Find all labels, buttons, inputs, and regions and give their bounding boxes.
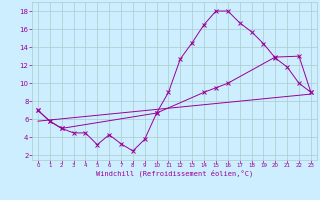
X-axis label: Windchill (Refroidissement éolien,°C): Windchill (Refroidissement éolien,°C) xyxy=(96,170,253,177)
